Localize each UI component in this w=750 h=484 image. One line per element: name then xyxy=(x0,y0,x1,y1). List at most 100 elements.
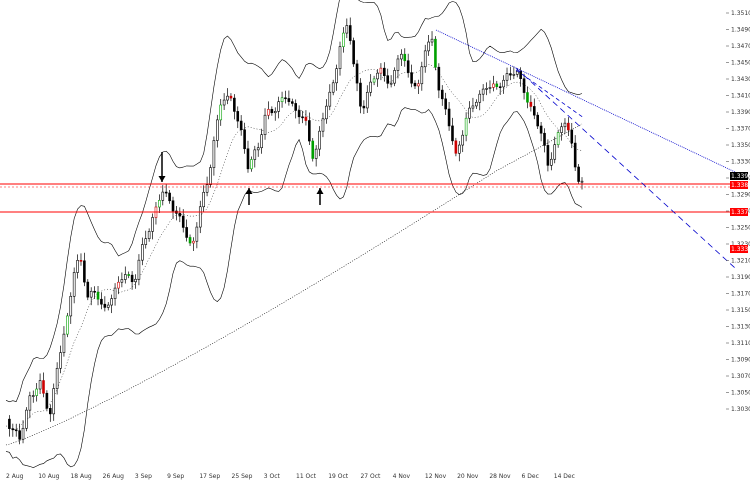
candle-body xyxy=(423,50,427,68)
candle-body xyxy=(498,86,502,88)
support-tag-2-label: 1.3372 xyxy=(731,209,750,216)
candle-body xyxy=(297,110,301,118)
x-axis: 2 Aug 10 Aug 18 Aug 26 Aug 3 Sep 9 Sep 17 Sep 2… xyxy=(6,473,575,480)
upper-band xyxy=(5,0,583,403)
candle-body xyxy=(198,206,202,228)
candle-body xyxy=(376,72,379,80)
candle-body xyxy=(151,217,154,232)
candle-body xyxy=(294,103,298,111)
candle-body xyxy=(478,93,482,103)
lower-band xyxy=(5,107,583,469)
candle-body xyxy=(246,148,250,170)
candle-body xyxy=(161,191,165,201)
candle-body xyxy=(137,259,141,280)
candle-body xyxy=(216,119,219,141)
candle-body xyxy=(243,129,246,150)
x-tick-label: 17 Sep xyxy=(199,473,220,480)
candle-body xyxy=(202,191,205,208)
candle-body xyxy=(147,231,151,240)
candle-body xyxy=(62,333,66,353)
y-tick-label: 1.3290 xyxy=(731,192,750,199)
x-tick-label: 4 Nov xyxy=(393,473,411,480)
candlesticks xyxy=(8,17,584,445)
x-tick-label: 25 Sep xyxy=(232,473,253,480)
candle-body xyxy=(35,388,38,396)
y-tick-label: 1.3190 xyxy=(731,274,750,281)
x-tick-label: 20 Nov xyxy=(457,473,479,480)
candle-body xyxy=(335,68,338,84)
y-tick-label: 1.3430 xyxy=(731,76,750,83)
y-tick-label: 1.3350 xyxy=(731,142,750,149)
candle-body xyxy=(331,82,335,93)
x-tick-label: 27 Oct xyxy=(360,473,381,480)
x-tick-label: 28 Nov xyxy=(489,473,511,480)
candle-body xyxy=(229,95,233,99)
candle-body xyxy=(570,129,574,144)
candle-body xyxy=(410,72,413,84)
y-tick-label: 1.3410 xyxy=(731,93,750,100)
candle-body xyxy=(185,227,188,238)
candle-body xyxy=(260,134,263,149)
candle-body xyxy=(526,92,529,103)
candle-body xyxy=(539,125,543,134)
candle-body xyxy=(45,392,49,409)
y-tick-label: 1.3030 xyxy=(731,406,750,413)
candle-body xyxy=(25,409,28,429)
candle-body xyxy=(83,260,86,283)
candle-body xyxy=(308,120,311,142)
candle-body xyxy=(123,274,127,280)
candle-body xyxy=(164,191,168,194)
candle-body xyxy=(66,315,69,335)
candle-body xyxy=(543,132,546,146)
candle-body xyxy=(273,111,277,114)
candle-body xyxy=(277,101,280,112)
candle-body xyxy=(417,83,420,87)
candle-body xyxy=(106,304,110,308)
candle-body xyxy=(342,32,345,47)
candle-body xyxy=(76,260,79,273)
candle-body xyxy=(519,70,522,80)
candle-body xyxy=(492,83,495,88)
candle-body xyxy=(444,98,447,110)
candle-body xyxy=(328,91,332,107)
y-tick-label: 1.3470 xyxy=(731,43,750,50)
support-tag-2-box xyxy=(730,208,748,216)
candle-body xyxy=(290,101,294,104)
x-tick-label: 14 Dec xyxy=(554,473,575,480)
candle-body xyxy=(430,38,434,43)
candle-body xyxy=(236,111,240,122)
candle-body xyxy=(311,140,315,159)
y-tick-label: 1.3050 xyxy=(731,390,750,397)
arrow-up-1-head xyxy=(245,188,253,194)
candle-body xyxy=(536,114,539,127)
candle-body xyxy=(103,303,107,308)
x-tick-label: 10 Aug xyxy=(38,473,59,480)
candle-body xyxy=(86,281,90,298)
candle-body xyxy=(396,58,400,71)
candle-body xyxy=(369,81,372,93)
candle-body xyxy=(345,25,349,34)
candle-body xyxy=(178,213,182,217)
candle-body xyxy=(464,117,468,136)
y-tick-label: 1.3230 xyxy=(731,241,750,248)
candle-body xyxy=(325,105,328,120)
candle-body xyxy=(168,192,171,202)
candle-body xyxy=(195,226,199,242)
candle-body xyxy=(171,200,175,212)
candle-body xyxy=(222,99,226,106)
candle-body xyxy=(427,41,430,52)
current-price-tag-label: 1.3390 xyxy=(731,173,750,180)
candle-body xyxy=(451,125,454,142)
moving-average-200 xyxy=(5,123,583,446)
y-tick-label: 1.3250 xyxy=(731,225,750,232)
candle-body xyxy=(352,40,355,65)
candle-body xyxy=(502,79,505,88)
candle-body xyxy=(481,88,485,95)
price-tag-3-label: 1.3330 xyxy=(731,246,750,253)
arrow-up-2-head xyxy=(316,188,324,194)
price-tag-3-box xyxy=(730,245,748,253)
candle-body xyxy=(505,73,509,81)
support-tag-1-label: 1.3384 xyxy=(731,182,750,189)
candle-body xyxy=(318,130,321,150)
candle-body xyxy=(69,295,73,317)
